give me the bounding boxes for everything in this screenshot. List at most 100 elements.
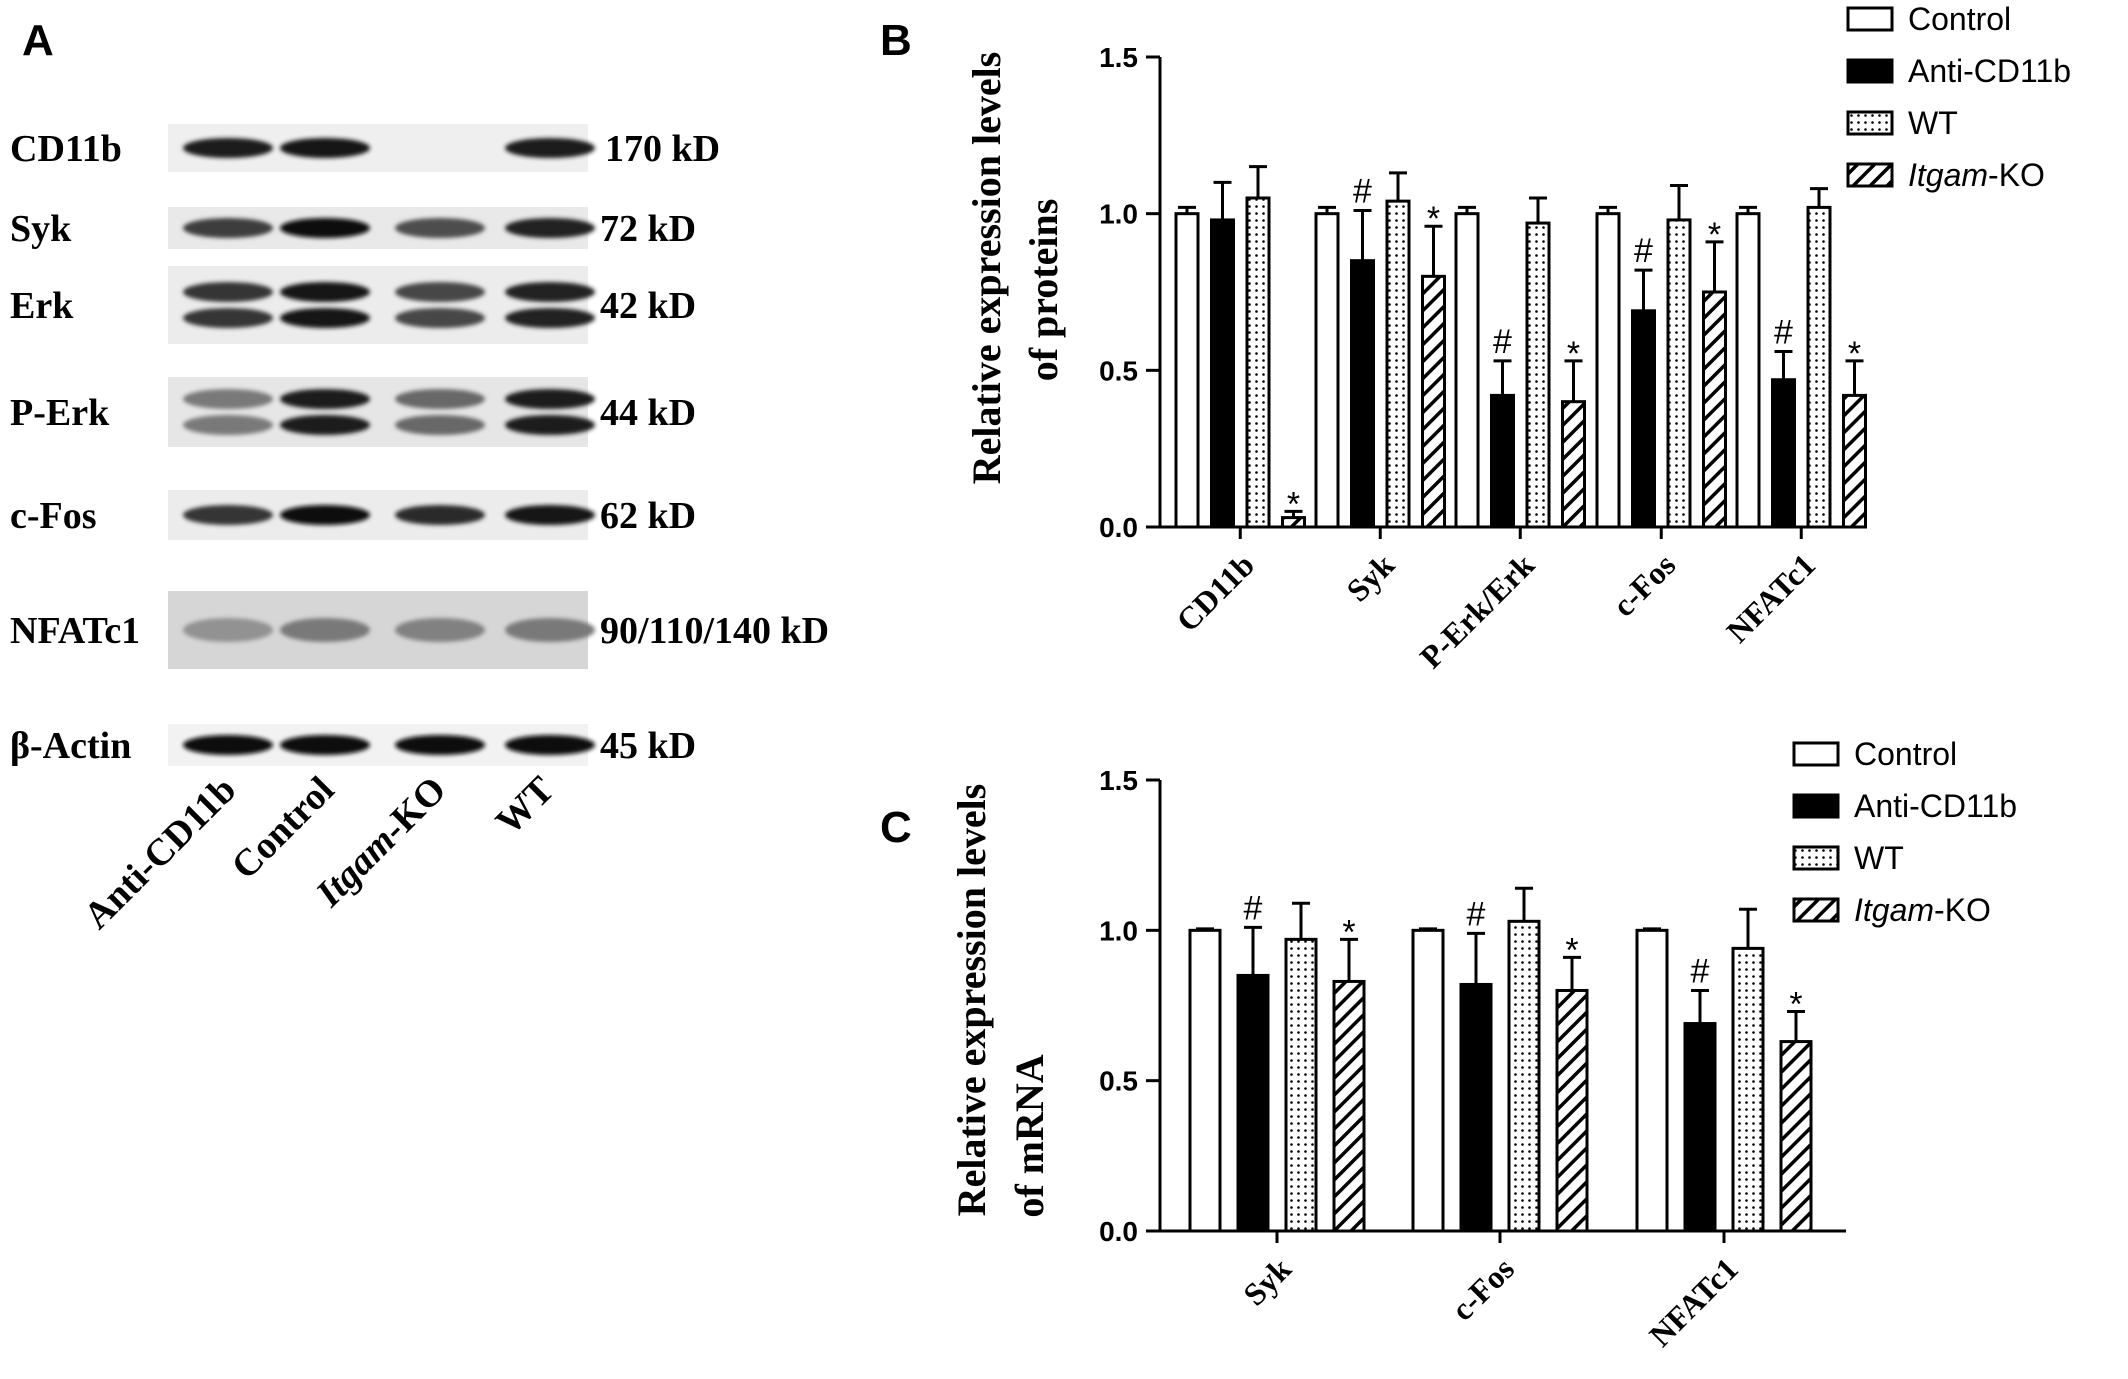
legend-label: Itgam-KO bbox=[1854, 892, 1991, 928]
significance-asterisk: * bbox=[1848, 335, 1861, 373]
y-tick-label: 1.5 bbox=[1099, 42, 1138, 73]
blot-band bbox=[280, 308, 370, 328]
legend-swatch bbox=[1792, 793, 1840, 819]
legend-swatch bbox=[1792, 897, 1840, 923]
blot-row-label: P-Erk bbox=[10, 392, 110, 434]
blot-band bbox=[280, 282, 370, 302]
legend-label: Control bbox=[1908, 1, 2011, 37]
bar bbox=[1245, 196, 1271, 529]
legend-swatch bbox=[1846, 162, 1894, 188]
category-label: Syk bbox=[1339, 546, 1401, 608]
blot-band bbox=[183, 282, 273, 302]
blot-band bbox=[395, 218, 485, 238]
blot-band bbox=[280, 618, 370, 642]
bar bbox=[1350, 259, 1375, 529]
bar bbox=[1635, 928, 1669, 1233]
significance-hash: # bbox=[1774, 314, 1793, 352]
y-axis-title-line2: of mRNA bbox=[1007, 1054, 1052, 1217]
blot-band bbox=[505, 735, 595, 755]
category-label: Syk bbox=[1236, 1250, 1298, 1312]
panel-c-letter: C bbox=[880, 803, 912, 852]
y-axis-title-line1: Relative expression levels bbox=[964, 52, 1009, 485]
bar bbox=[1683, 1022, 1717, 1233]
blot-size-label: 72 kD bbox=[600, 208, 696, 250]
bar bbox=[1806, 205, 1832, 529]
legend-swatch bbox=[1792, 845, 1840, 871]
blot-size-label: 45 kD bbox=[600, 725, 696, 767]
bar bbox=[1507, 919, 1541, 1233]
significance-asterisk: * bbox=[1789, 986, 1802, 1024]
y-axis-title-line1: Relative expression levels bbox=[949, 784, 994, 1217]
legend-label-rest: -KO bbox=[1934, 892, 1991, 928]
significance-asterisk: * bbox=[1287, 485, 1300, 523]
blot-band bbox=[505, 308, 595, 328]
bar bbox=[1385, 199, 1411, 529]
legend-label-italic: Itgam bbox=[1908, 157, 1988, 193]
blot-band bbox=[183, 218, 273, 238]
blot-size-label: 44 kD bbox=[600, 392, 696, 434]
legend-swatch bbox=[1846, 6, 1894, 32]
category-label: c-Fos bbox=[1444, 1250, 1521, 1327]
bar bbox=[1188, 928, 1222, 1233]
legend-swatch bbox=[1792, 741, 1840, 767]
y-tick-label: 0.0 bbox=[1099, 512, 1138, 543]
lane-label: WT bbox=[488, 769, 563, 844]
legend-label: Anti-CD11b bbox=[1908, 53, 2071, 89]
blot-size-label: 90/110/140 kD bbox=[600, 610, 829, 652]
bar bbox=[1459, 982, 1493, 1233]
bar bbox=[1525, 221, 1551, 529]
blot-band bbox=[280, 218, 370, 238]
bar bbox=[1702, 290, 1727, 529]
panel-b-letter: B bbox=[880, 16, 912, 65]
significance-asterisk: * bbox=[1567, 335, 1580, 373]
blot-band bbox=[505, 389, 595, 409]
blot-band bbox=[395, 308, 485, 328]
lane-label: Anti-CD11b bbox=[76, 769, 245, 938]
panel-a-letter: A bbox=[22, 16, 54, 65]
bar bbox=[1490, 393, 1515, 529]
y-tick-label: 1.0 bbox=[1099, 199, 1138, 230]
significance-hash: # bbox=[1467, 895, 1486, 933]
bar bbox=[1842, 393, 1867, 529]
blot-band bbox=[280, 735, 370, 755]
significance-hash: # bbox=[1691, 952, 1710, 990]
blot-band bbox=[280, 138, 370, 158]
bar bbox=[1595, 212, 1621, 529]
category-label: CD11b bbox=[1169, 546, 1261, 638]
significance-hash: # bbox=[1244, 889, 1263, 927]
bar bbox=[1731, 946, 1765, 1233]
y-tick-label: 1.0 bbox=[1099, 915, 1138, 946]
blot-strip bbox=[168, 377, 588, 447]
blot-band bbox=[183, 138, 273, 158]
blot-band bbox=[395, 735, 485, 755]
significance-asterisk: * bbox=[1565, 931, 1578, 969]
blot-band bbox=[183, 505, 273, 525]
significance-asterisk: * bbox=[1342, 913, 1355, 951]
legend-label: WT bbox=[1854, 840, 1904, 876]
legend-swatch bbox=[1846, 58, 1894, 84]
blot-row-label: CD11b bbox=[10, 128, 122, 170]
significance-hash: # bbox=[1493, 323, 1512, 361]
western-blot: CD11b 170 kD Syk 72 kD Erk 42 kD P-Erk 44 kD c-F… bbox=[10, 124, 829, 937]
legend-label: Itgam-KO bbox=[1908, 157, 2045, 193]
legend-label: Control bbox=[1854, 736, 1957, 772]
bar bbox=[1210, 218, 1235, 529]
y-tick-label: 0.0 bbox=[1099, 1216, 1138, 1247]
bar bbox=[1666, 218, 1692, 529]
category-label: c-Fos bbox=[1605, 546, 1682, 623]
blot-row-label: Erk bbox=[10, 285, 74, 327]
significance-asterisk: * bbox=[1708, 216, 1721, 254]
blot-band bbox=[505, 138, 595, 158]
blot-band bbox=[395, 505, 485, 525]
bar bbox=[1421, 274, 1446, 529]
blot-band bbox=[395, 618, 485, 642]
blot-band bbox=[505, 218, 595, 238]
protein-bar-chart: 0.0 0.5 1.0 1.5 Relative expression levels of… bbox=[964, 1, 2071, 675]
category-label: NFATc1 bbox=[1642, 1250, 1745, 1353]
blot-band bbox=[183, 618, 273, 642]
blot-band bbox=[505, 618, 595, 642]
bar bbox=[1411, 928, 1445, 1233]
blot-band bbox=[183, 308, 273, 328]
bar bbox=[1555, 988, 1589, 1233]
